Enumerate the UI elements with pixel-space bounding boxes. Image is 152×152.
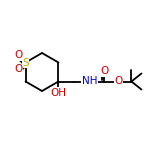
Text: O: O: [14, 64, 23, 74]
Text: NH: NH: [82, 76, 97, 86]
Text: S: S: [22, 57, 29, 67]
Text: O: O: [114, 76, 123, 86]
Text: O: O: [100, 67, 109, 76]
Text: OH: OH: [50, 88, 66, 97]
Text: O: O: [14, 50, 23, 60]
